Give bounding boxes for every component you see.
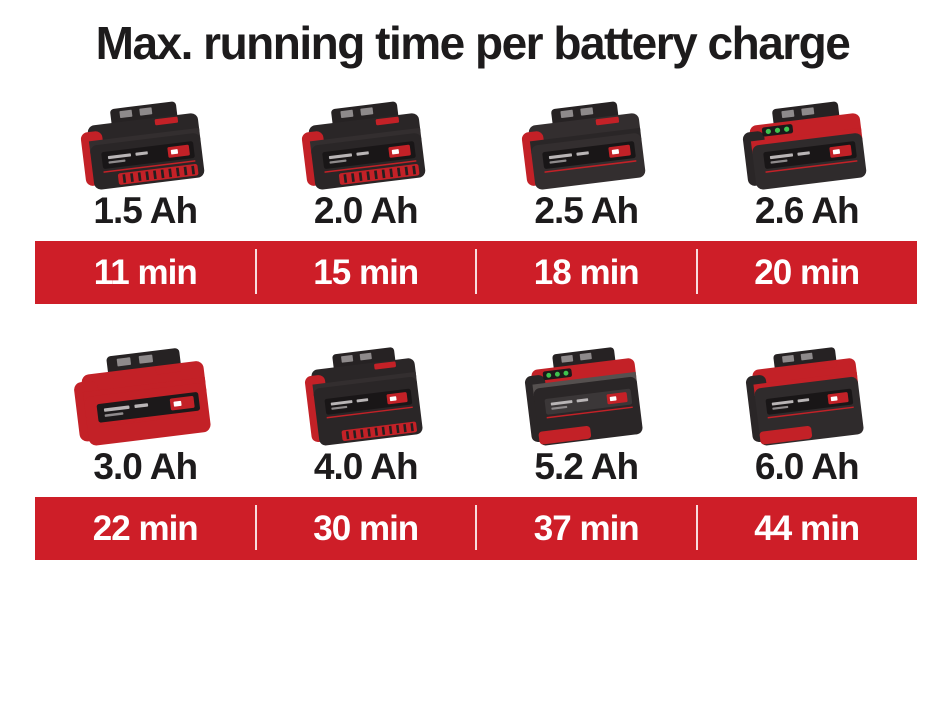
battery-image-3-0ah bbox=[45, 342, 245, 446]
capacity-label: 2.0 Ah bbox=[313, 190, 419, 231]
time-banner-row-1: 11 min 15 min 18 min 20 min bbox=[35, 241, 917, 304]
capacity-label: 2.6 Ah bbox=[754, 190, 860, 231]
battery-cell: 2.0 Ah bbox=[256, 96, 477, 232]
battery-cell: 5.2 Ah bbox=[476, 342, 697, 488]
battery-cell: 1.5 Ah bbox=[35, 96, 256, 232]
battery-image-6-0ah bbox=[707, 342, 907, 446]
time-value: 30 min bbox=[254, 497, 477, 560]
battery-row-1: 1.5 Ah 2.0 Ah 2.5 Ah 2.6 Ah 11 min 15 mi… bbox=[0, 96, 945, 304]
time-banner-row-2: 22 min 30 min 37 min 44 min bbox=[35, 497, 917, 560]
battery-image-5-2ah bbox=[486, 342, 686, 446]
capacity-label: 1.5 Ah bbox=[93, 190, 198, 231]
battery-image-2-6ah bbox=[707, 96, 907, 190]
capacity-label: 5.2 Ah bbox=[534, 446, 639, 487]
battery-cell: 2.6 Ah bbox=[697, 96, 918, 232]
time-value: 37 min bbox=[475, 497, 697, 560]
capacity-label: 6.0 Ah bbox=[754, 446, 860, 487]
battery-image-2-0ah bbox=[266, 96, 466, 190]
page-title: Max. running time per battery charge bbox=[95, 17, 851, 69]
battery-cells-row-1: 1.5 Ah 2.0 Ah 2.5 Ah 2.6 Ah bbox=[35, 96, 917, 232]
time-value: 15 min bbox=[254, 241, 477, 304]
battery-cell: 6.0 Ah bbox=[697, 342, 918, 488]
battery-cell: 4.0 Ah bbox=[256, 342, 477, 488]
battery-image-4-0ah bbox=[266, 342, 466, 446]
time-value: 22 min bbox=[92, 508, 199, 548]
time-value: 11 min bbox=[93, 252, 198, 292]
time-value: 44 min bbox=[695, 497, 918, 560]
time-value: 18 min bbox=[475, 241, 697, 304]
battery-cell: 2.5 Ah bbox=[476, 96, 697, 232]
capacity-label: 2.5 Ah bbox=[534, 190, 639, 231]
capacity-label: 3.0 Ah bbox=[93, 446, 198, 487]
battery-image-2-5ah bbox=[486, 96, 686, 190]
time-value: 20 min bbox=[695, 241, 918, 304]
capacity-label: 4.0 Ah bbox=[313, 446, 419, 487]
battery-cells-row-2: 3.0 Ah 4.0 Ah 5.2 Ah 6.0 Ah bbox=[35, 342, 917, 488]
battery-row-2: 3.0 Ah 4.0 Ah 5.2 Ah 6.0 Ah 22 min 30 mi… bbox=[0, 342, 945, 560]
battery-image-1-5ah bbox=[45, 96, 245, 190]
battery-cell: 3.0 Ah bbox=[35, 342, 256, 488]
